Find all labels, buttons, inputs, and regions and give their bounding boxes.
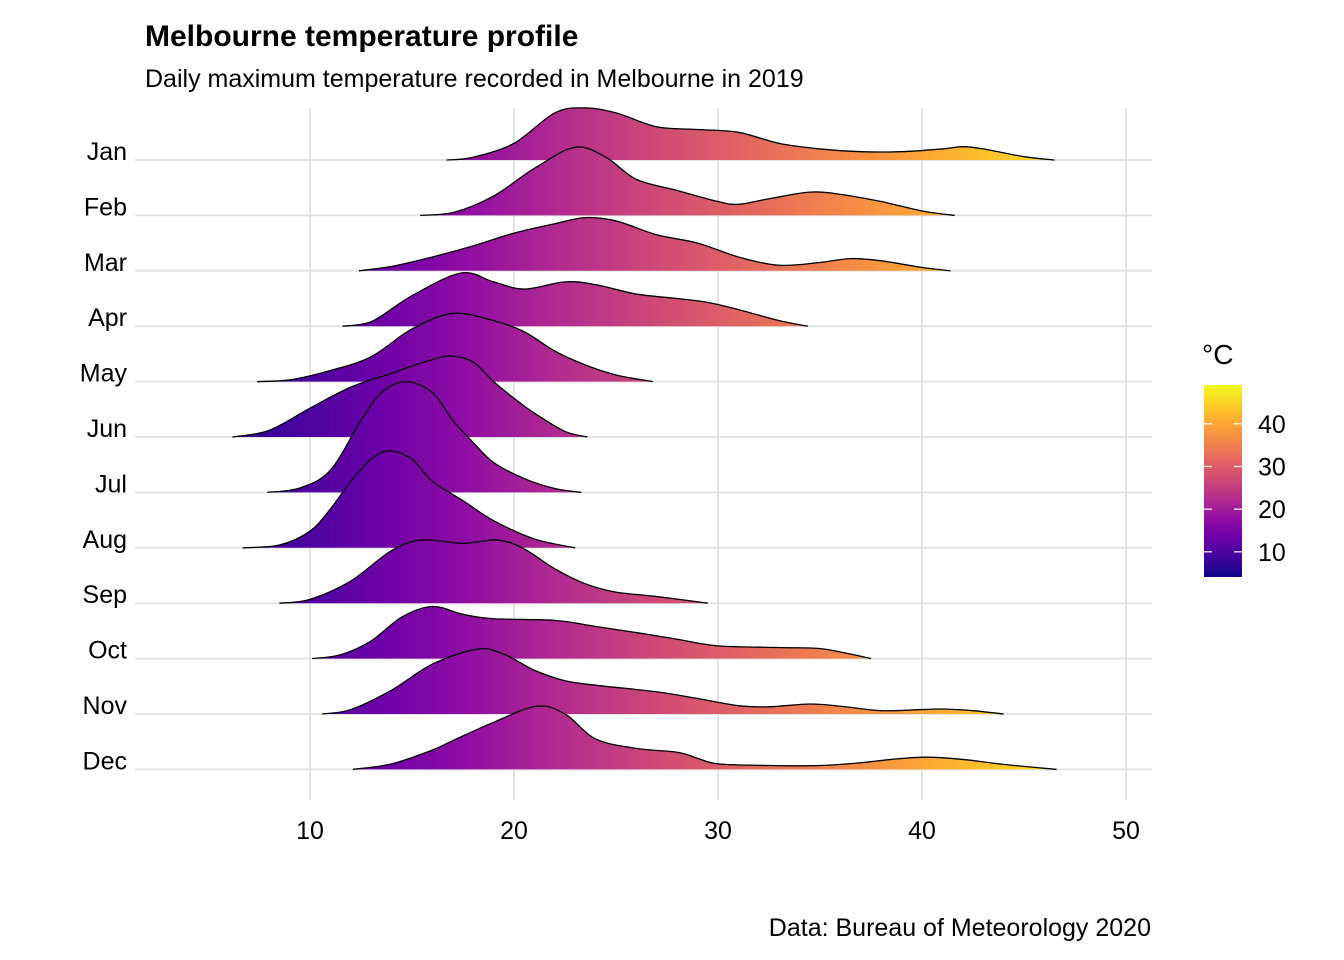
y-tick-label: Mar	[84, 249, 127, 277]
y-tick-label: Sep	[83, 581, 127, 609]
ridge-outline	[267, 380, 582, 494]
ridge-fill	[352, 705, 1057, 770]
x-tick-label: 10	[296, 817, 324, 845]
ridge-aug	[242, 450, 576, 549]
ridge-outline	[256, 312, 653, 383]
ridge-jul	[267, 380, 582, 494]
ridge-outline	[342, 271, 808, 327]
y-tick-label: Apr	[88, 304, 127, 332]
ridge-fill	[342, 272, 808, 327]
x-tick-label: 20	[500, 817, 528, 845]
y-tick-label: Dec	[83, 747, 127, 775]
ridge-fill	[446, 107, 1055, 160]
ridge-outline	[311, 605, 872, 660]
ridge-feb	[420, 146, 955, 217]
y-tick-label: Jul	[95, 470, 127, 498]
y-axis-labels: Jan Feb Mar Apr May Jun Jul Aug Sep Oct Nov Dec	[80, 138, 128, 775]
ridge-fill	[279, 539, 708, 604]
legend-title: °C	[1202, 339, 1233, 370]
ridge-oct	[311, 605, 872, 660]
ridge-fill	[312, 606, 871, 659]
ridge-outline	[279, 539, 708, 604]
y-tick-label: Jun	[87, 415, 127, 443]
x-tick-label: 30	[704, 817, 732, 845]
legend-colorbar	[1204, 385, 1242, 577]
chart-title: Melbourne temperature profile	[145, 20, 578, 53]
color-legend: °C 10 20 30 40	[1202, 339, 1286, 577]
ridge-fill	[420, 146, 955, 216]
ridge-outline	[232, 355, 588, 438]
ridge-dec	[352, 705, 1057, 771]
ridge-outline	[446, 107, 1055, 161]
ridge-outline	[420, 146, 955, 217]
ridge-may	[256, 312, 653, 383]
legend-tick-label: 20	[1258, 496, 1286, 524]
x-tick-label: 40	[908, 817, 936, 845]
y-tick-label: Feb	[84, 193, 127, 221]
ridge-outline	[242, 450, 576, 549]
ridge-sep	[279, 539, 708, 604]
y-tick-label: Oct	[88, 637, 127, 665]
y-tick-label: Jan	[87, 138, 127, 166]
ridge-fill	[256, 313, 653, 382]
y-tick-label: Aug	[83, 526, 127, 554]
legend-tick-label: 40	[1258, 411, 1286, 439]
ridges	[232, 107, 1057, 771]
y-tick-label: Nov	[83, 692, 128, 720]
ridge-jan	[446, 107, 1055, 161]
chart-subtitle: Daily maximum temperature recorded in Me…	[145, 65, 804, 93]
ridge-outline	[358, 216, 951, 272]
legend-tick-label: 10	[1258, 539, 1286, 567]
ridge-fill	[267, 381, 582, 493]
ridge-outline	[352, 705, 1057, 771]
ridge-fill	[322, 648, 1004, 714]
chart-caption: Data: Bureau of Meteorology 2020	[769, 914, 1151, 942]
ridge-nov	[322, 648, 1004, 715]
x-axis-labels: 10 20 30 40 50	[296, 817, 1140, 845]
ridge-outline	[322, 648, 1004, 715]
ridge-apr	[342, 271, 808, 327]
legend-tick-label: 30	[1258, 453, 1286, 481]
ridge-mar	[358, 216, 951, 272]
y-tick-label: May	[80, 360, 128, 388]
ridge-fill	[242, 450, 576, 548]
ridge-fill	[358, 217, 951, 271]
x-tick-label: 50	[1112, 817, 1140, 845]
